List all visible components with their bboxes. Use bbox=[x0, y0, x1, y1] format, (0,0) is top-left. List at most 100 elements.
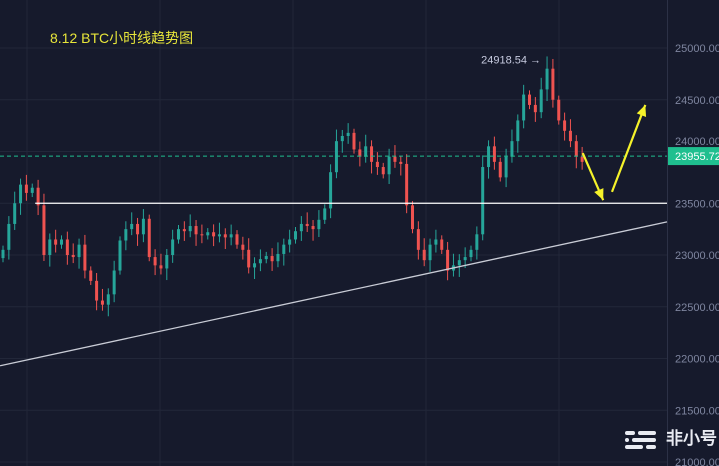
arrow-annotation bbox=[581, 152, 605, 201]
candle bbox=[334, 129, 338, 179]
current-price-badge bbox=[668, 147, 719, 166]
candle bbox=[580, 146, 584, 170]
candle-body bbox=[177, 229, 180, 240]
candle bbox=[288, 229, 292, 253]
candle-body bbox=[270, 256, 274, 262]
candle-body bbox=[118, 240, 122, 271]
candle bbox=[282, 238, 286, 266]
candle bbox=[30, 183, 34, 198]
candle-body bbox=[200, 234, 204, 236]
candle-body bbox=[77, 244, 81, 258]
candle-body bbox=[329, 172, 333, 209]
candle-body bbox=[411, 205, 414, 230]
candle-body bbox=[153, 257, 157, 266]
candle bbox=[568, 119, 572, 148]
chart-title: 8.12 BTC小时线趋势图 bbox=[50, 30, 194, 46]
candle-body bbox=[522, 94, 526, 121]
candle-body bbox=[235, 234, 239, 245]
candle bbox=[136, 217, 140, 246]
candle-body bbox=[217, 234, 221, 237]
y-tick-label: 22000.00 bbox=[675, 354, 719, 366]
candle bbox=[411, 201, 414, 234]
candle-body bbox=[487, 146, 491, 168]
candle-body bbox=[370, 146, 374, 162]
candle-body bbox=[136, 223, 140, 235]
candle-body bbox=[434, 239, 438, 245]
candle-body bbox=[358, 149, 362, 157]
current-price-label: 23955.72 bbox=[675, 151, 719, 163]
candle bbox=[7, 216, 11, 260]
candle bbox=[574, 135, 578, 169]
candle bbox=[95, 273, 99, 311]
candle-body bbox=[568, 130, 572, 142]
candle-body bbox=[305, 223, 309, 227]
candle-body bbox=[551, 68, 555, 100]
y-tick-label: 21500.00 bbox=[675, 405, 719, 417]
candle bbox=[253, 257, 257, 280]
candle-body bbox=[30, 187, 34, 193]
candle bbox=[48, 233, 52, 267]
candle bbox=[305, 212, 309, 233]
candle bbox=[276, 242, 280, 268]
candle bbox=[551, 58, 555, 108]
candle bbox=[100, 288, 104, 311]
candle bbox=[24, 174, 28, 201]
candle bbox=[370, 140, 374, 174]
candle bbox=[60, 235, 63, 249]
candle-body bbox=[516, 120, 520, 142]
candle-body bbox=[334, 141, 338, 173]
candle-body bbox=[7, 223, 11, 250]
candle bbox=[463, 247, 467, 269]
candle-body bbox=[574, 141, 578, 157]
candle bbox=[346, 123, 350, 144]
candle-body bbox=[165, 255, 169, 269]
candle-body bbox=[54, 239, 58, 245]
candle bbox=[118, 236, 122, 275]
candle bbox=[212, 224, 216, 247]
candle-body bbox=[416, 229, 420, 250]
candle-body bbox=[481, 167, 485, 235]
candle-body bbox=[446, 249, 450, 271]
candle-body bbox=[264, 256, 268, 260]
candle bbox=[77, 238, 81, 269]
candle bbox=[258, 249, 262, 272]
candle bbox=[498, 157, 502, 182]
candle-body bbox=[340, 135, 344, 142]
candle bbox=[440, 235, 444, 254]
candle bbox=[223, 228, 227, 249]
candle-body bbox=[100, 300, 104, 305]
candle-body bbox=[557, 99, 561, 121]
candle bbox=[533, 97, 537, 122]
candle-body bbox=[276, 253, 280, 262]
candle bbox=[71, 243, 75, 264]
watermark-text: 非小号 bbox=[666, 429, 717, 448]
candle-body bbox=[71, 255, 75, 258]
candle-body bbox=[311, 226, 315, 230]
candle bbox=[130, 212, 134, 236]
candle-body bbox=[141, 218, 145, 235]
candle bbox=[317, 210, 321, 237]
candle bbox=[194, 220, 198, 246]
arrow-head-icon bbox=[636, 104, 647, 117]
candle-body bbox=[13, 203, 17, 224]
candle-body bbox=[223, 234, 227, 238]
candle bbox=[516, 114, 520, 153]
candle bbox=[165, 248, 169, 281]
candle-body bbox=[428, 244, 432, 261]
candle-body bbox=[381, 167, 385, 175]
candle-body bbox=[112, 270, 116, 295]
candle bbox=[340, 129, 344, 153]
candle-body bbox=[393, 156, 397, 162]
candle-body bbox=[498, 161, 502, 178]
candle-body bbox=[19, 184, 23, 204]
candle-body bbox=[375, 161, 379, 168]
candle bbox=[171, 229, 175, 263]
candle bbox=[83, 234, 87, 279]
candle bbox=[147, 214, 151, 262]
candle bbox=[481, 155, 485, 241]
logo-icon bbox=[625, 431, 656, 449]
candle-body bbox=[510, 141, 514, 157]
candle bbox=[492, 136, 496, 170]
candle-body bbox=[36, 187, 40, 206]
